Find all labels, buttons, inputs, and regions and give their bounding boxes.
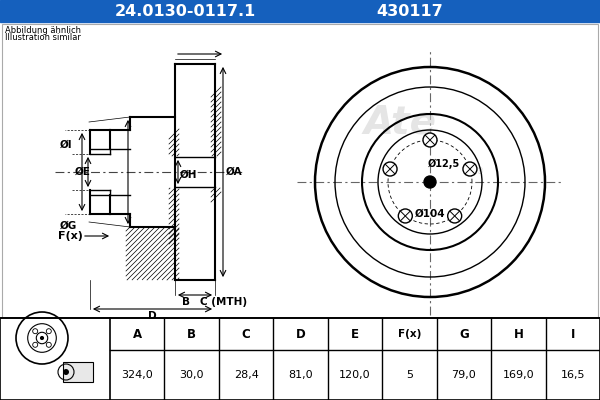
Text: Ø12,5: Ø12,5 xyxy=(428,159,460,169)
Text: 120,0: 120,0 xyxy=(339,370,371,380)
Text: B: B xyxy=(182,297,190,307)
Text: B: B xyxy=(187,328,196,340)
Text: 324,0: 324,0 xyxy=(121,370,153,380)
Text: 169,0: 169,0 xyxy=(503,370,534,380)
Text: ØI: ØI xyxy=(60,140,73,150)
Circle shape xyxy=(424,176,436,188)
Text: ØA: ØA xyxy=(226,167,242,177)
Text: G: G xyxy=(459,328,469,340)
Circle shape xyxy=(448,209,461,223)
Text: ØG: ØG xyxy=(60,221,77,231)
Text: 430117: 430117 xyxy=(377,4,443,18)
Text: 16,5: 16,5 xyxy=(560,370,585,380)
Bar xyxy=(0,318,600,400)
Text: D: D xyxy=(148,311,157,321)
Text: E: E xyxy=(351,328,359,340)
Text: 28,4: 28,4 xyxy=(233,370,259,380)
Circle shape xyxy=(383,162,397,176)
Text: H: H xyxy=(514,328,523,340)
Bar xyxy=(0,318,600,400)
Bar xyxy=(0,0,600,22)
Text: D: D xyxy=(296,328,305,340)
Circle shape xyxy=(463,162,477,176)
Circle shape xyxy=(423,133,437,147)
Circle shape xyxy=(63,369,69,375)
Bar xyxy=(63,362,93,382)
Text: Illustration similar: Illustration similar xyxy=(5,33,81,42)
Text: 30,0: 30,0 xyxy=(179,370,204,380)
Text: C (MTH): C (MTH) xyxy=(200,297,247,307)
Bar xyxy=(2,24,598,318)
Text: 24.0130-0117.1: 24.0130-0117.1 xyxy=(115,4,256,18)
Text: A: A xyxy=(133,328,142,340)
Text: 79,0: 79,0 xyxy=(452,370,476,380)
Text: ØH: ØH xyxy=(180,170,197,180)
Text: F(x): F(x) xyxy=(398,329,421,339)
Text: ®: ® xyxy=(476,168,484,176)
Text: Ate: Ate xyxy=(364,103,437,141)
Text: Ø104: Ø104 xyxy=(415,209,445,219)
Text: ØE: ØE xyxy=(75,167,91,177)
Circle shape xyxy=(398,209,412,223)
Text: C: C xyxy=(242,328,250,340)
Text: I: I xyxy=(571,328,575,340)
Text: 5: 5 xyxy=(406,370,413,380)
Circle shape xyxy=(40,336,44,340)
Text: F(x): F(x) xyxy=(58,231,83,241)
Text: Abbildung ähnlich: Abbildung ähnlich xyxy=(5,26,81,35)
Text: 81,0: 81,0 xyxy=(288,370,313,380)
